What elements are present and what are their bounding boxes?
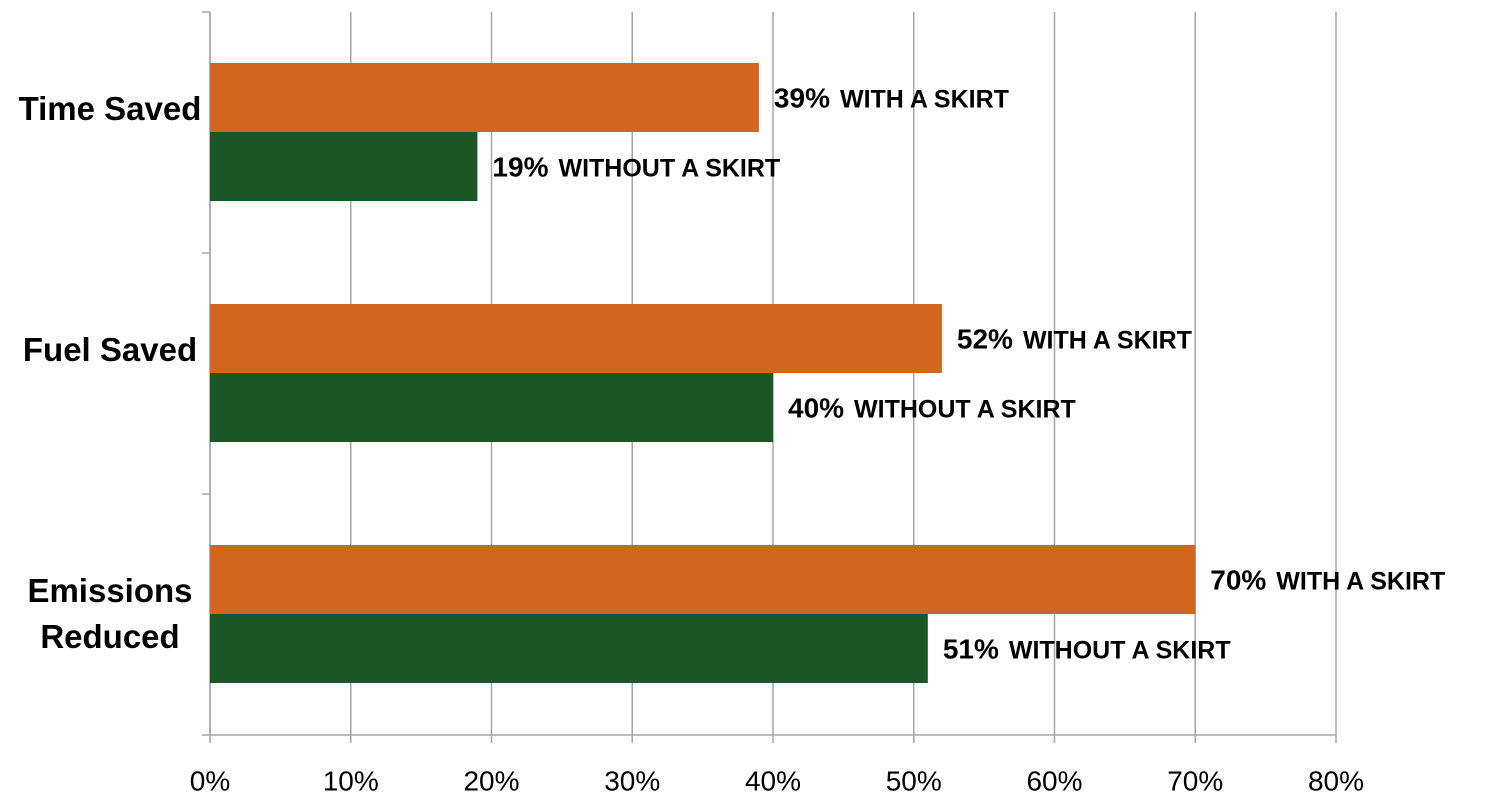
x-tick-label: 20%	[463, 765, 519, 796]
x-tick-label: 40%	[745, 765, 801, 796]
x-tick-label: 30%	[604, 765, 660, 796]
data-label-series: WITH A SKIRT	[1023, 326, 1192, 354]
data-label-value: 70%	[1210, 565, 1266, 596]
data-label: 39% WITH A SKIRT	[774, 83, 1009, 114]
data-label-value: 19%	[492, 152, 548, 183]
y-tick-label: Fuel Saved	[22, 331, 198, 368]
data-label: 51% WITHOUT A SKIRT	[943, 634, 1231, 665]
data-label: 40% WITHOUT A SKIRT	[788, 393, 1076, 424]
x-tick-label: 80%	[1308, 765, 1364, 796]
data-label: 19% WITHOUT A SKIRT	[492, 152, 780, 183]
data-label-series: WITHOUT A SKIRT	[854, 395, 1076, 423]
y-tick-label: Emissions Reduced	[27, 572, 193, 655]
y-tick-label: Time Saved	[18, 90, 202, 127]
x-tick-label: 10%	[323, 765, 379, 796]
x-tick-label: 0%	[190, 765, 230, 796]
x-tick-label: 70%	[1167, 765, 1223, 796]
bar	[210, 63, 759, 132]
data-label-value: 40%	[788, 393, 844, 424]
data-label-series: WITH A SKIRT	[1276, 567, 1445, 595]
data-label: 52% WITH A SKIRT	[957, 324, 1192, 355]
bar	[210, 545, 1196, 614]
data-label-series: WITHOUT A SKIRT	[558, 154, 780, 182]
bar	[210, 373, 773, 442]
data-label-series: WITH A SKIRT	[840, 85, 1009, 113]
data-label-value: 39%	[774, 83, 830, 114]
data-label: 70% WITH A SKIRT	[1210, 565, 1445, 596]
bar	[210, 614, 928, 683]
data-label-value: 51%	[943, 634, 999, 665]
data-label-series: WITHOUT A SKIRT	[1009, 636, 1231, 664]
data-label-value: 52%	[957, 324, 1013, 355]
x-tick-label: 50%	[886, 765, 942, 796]
bar	[210, 304, 942, 373]
x-tick-label: 60%	[1026, 765, 1082, 796]
bar	[210, 132, 478, 201]
